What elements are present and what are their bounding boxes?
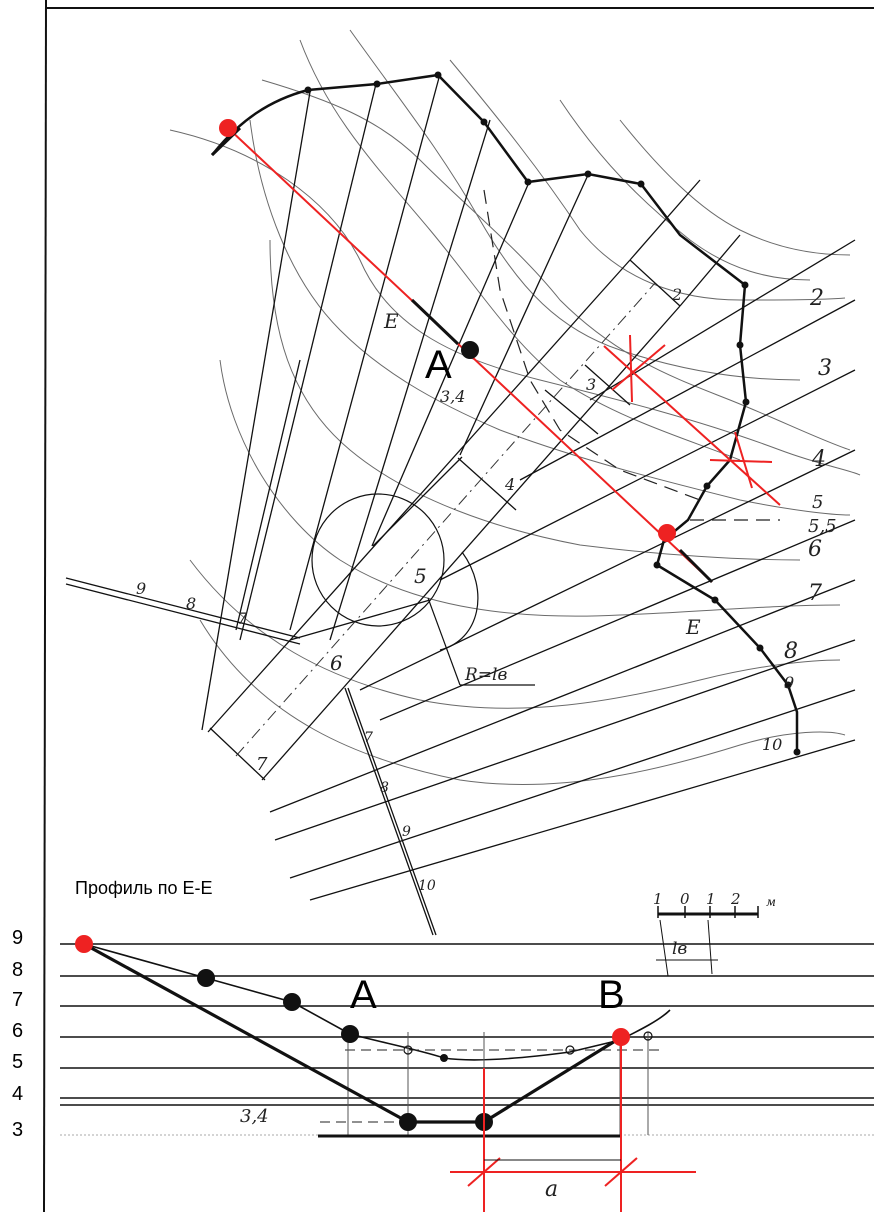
contour-label: 9: [784, 673, 794, 692]
profile-point: [283, 993, 301, 1011]
terrain-nodes: [304, 71, 801, 756]
contour-label: 3: [818, 356, 832, 381]
plan-points: [219, 119, 676, 542]
lower-number: 7: [364, 730, 373, 746]
level-label: 3: [12, 1119, 23, 1141]
lower-number: 8: [380, 780, 389, 796]
radius-label: R=lв: [464, 665, 507, 685]
profile-point: [197, 969, 215, 987]
axis-numbers: 2 3 4 5 6 7: [256, 285, 682, 775]
section-line-red: [227, 127, 781, 583]
contour-label: 4: [811, 447, 826, 472]
channel-axis: [235, 282, 656, 757]
left-number: 8: [186, 594, 196, 613]
left-number: 7: [237, 609, 248, 628]
lower-number: 10: [418, 878, 436, 894]
axis-number: 7: [256, 754, 268, 775]
contour-label: 7: [808, 581, 822, 606]
lower-number: 9: [402, 824, 411, 840]
axis-number: 4: [504, 475, 515, 494]
axis-number: 5: [414, 564, 427, 588]
plan-label-e-top: E: [383, 309, 399, 333]
scale-labels: 1 0 1 2 м lв: [653, 890, 776, 959]
profile-points: [197, 969, 493, 1131]
plan-label-a: A: [425, 343, 452, 387]
lower-numbers: 7 8 9 10: [364, 730, 436, 894]
contour-lines: [169, 29, 861, 785]
scale-tick: 2: [730, 890, 741, 908]
axis-number: 6: [330, 651, 343, 675]
level-label: 6: [12, 1020, 23, 1042]
terrain-outline: [211, 73, 799, 752]
scale-tick: 1: [653, 890, 663, 908]
axis-number: 2: [671, 285, 682, 304]
level-label: 5: [12, 1051, 23, 1073]
profile-open-markers: [403, 1031, 653, 1055]
scale-lb-label: lв: [672, 939, 687, 959]
profile-point-b-red: [612, 1028, 630, 1046]
scale-tick: 1: [706, 890, 716, 908]
dashed-lines: [483, 189, 780, 521]
profile-level-labels: 9 8 7 6 5 4 3: [12, 927, 23, 1141]
scale-tick: 0: [680, 890, 690, 908]
contour-label: 2: [809, 286, 824, 311]
left-numbers: 9 8 7: [136, 579, 248, 628]
contour-label: 5,5: [808, 516, 837, 537]
plan-point-a: [461, 341, 479, 359]
axis-number: 3: [586, 375, 596, 394]
level-label: 8: [12, 959, 23, 981]
level-label: 7: [12, 989, 23, 1011]
scale-bar: [656, 906, 759, 977]
profile-red-dimension: [450, 1045, 696, 1212]
profile-label-a: A: [350, 973, 377, 1017]
plan-start-point: [219, 119, 237, 137]
profile-dim-a: a: [545, 1177, 558, 1202]
profile-small-dot: [440, 1054, 448, 1062]
contour-label: 8: [784, 639, 798, 664]
level-label: 9: [12, 927, 23, 949]
level-label: 4: [12, 1083, 23, 1105]
contour-label: 10: [762, 735, 782, 754]
left-number: 9: [136, 579, 146, 598]
plan-label-34: 3,4: [440, 387, 465, 406]
design-grid: [65, 73, 856, 936]
design-section: [83, 942, 621, 1124]
ground-profile: [83, 943, 671, 1061]
contour-label: 6: [808, 537, 822, 562]
profile-dashed: [320, 1049, 665, 1123]
profile-level-lines: [60, 943, 874, 1106]
scale-unit: м: [766, 895, 776, 909]
plan-point-b: [658, 524, 676, 542]
profile-point-bottom-left: [399, 1113, 417, 1131]
contour-labels: 2 3 4 5 5,5 6 7 8 9 10: [762, 286, 837, 754]
profile-start-red: [75, 935, 93, 953]
profile-label-b: B: [598, 973, 625, 1017]
radius-circle: [311, 493, 535, 686]
plan-label-e-bottom: E: [685, 615, 701, 639]
drawing-frame: [43, 0, 874, 1212]
contour-label: 5: [812, 492, 823, 513]
profile-label-34: 3,4: [240, 1106, 269, 1127]
profile-point-a: [341, 1025, 359, 1043]
profile-title: Профиль по E-E: [75, 878, 212, 898]
